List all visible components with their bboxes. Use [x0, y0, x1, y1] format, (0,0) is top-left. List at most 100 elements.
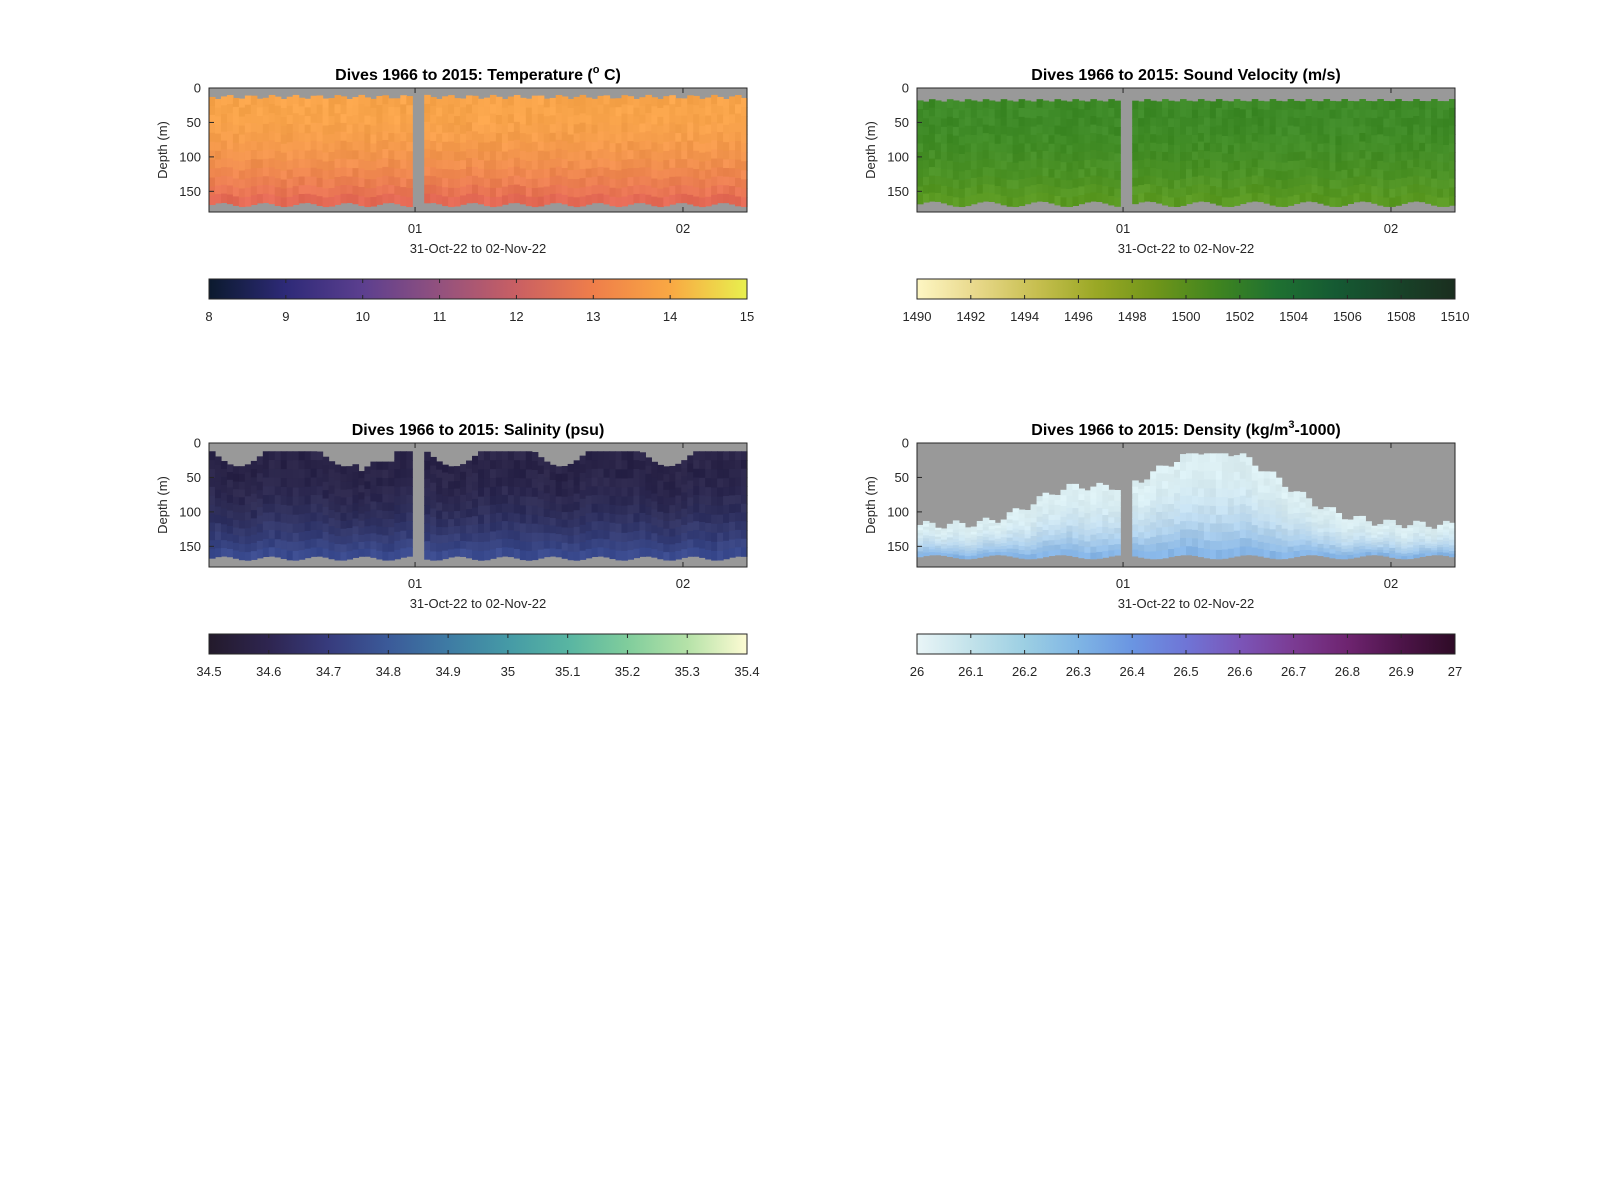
heatmap-cell [1425, 550, 1432, 554]
heatmap-cell [489, 94, 497, 105]
heatmap-cell [1221, 549, 1229, 559]
heatmap-cell [280, 513, 288, 524]
heatmap-cell [1407, 533, 1414, 537]
heatmap-cell [928, 525, 936, 529]
heatmap-cell [1054, 160, 1062, 171]
heatmap-cell [1078, 134, 1085, 145]
heatmap-cell [1347, 177, 1354, 187]
heatmap-cell [982, 141, 990, 151]
heatmap-cell [1401, 186, 1408, 196]
heatmap-cell [669, 489, 676, 498]
heatmap-cell [1395, 541, 1402, 546]
heatmap-cell [1102, 508, 1109, 516]
colorbar-tick-label: 14 [663, 309, 677, 324]
heatmap-cell [466, 149, 473, 159]
heatmap-cell [292, 122, 300, 133]
heatmap-cell [1114, 517, 1121, 524]
heatmap-cell [406, 123, 413, 134]
heatmap-cell [1269, 514, 1277, 523]
heatmap-cell [214, 159, 222, 169]
heatmap-cell [220, 158, 228, 168]
heatmap-cell [1383, 188, 1390, 199]
heatmap-cell [723, 142, 730, 152]
heatmap-cell [1419, 142, 1426, 152]
heatmap-cell [1060, 144, 1068, 154]
heatmap-cell [489, 469, 497, 479]
heatmap-cell [1203, 167, 1211, 177]
heatmap-cell [591, 124, 599, 135]
heatmap-cell [1275, 109, 1283, 120]
heatmap-cell [597, 503, 605, 513]
heatmap-cell [340, 489, 348, 499]
heatmap-cell [663, 178, 670, 189]
heatmap-cell [376, 150, 383, 160]
heatmap-cell [615, 514, 623, 525]
heatmap-cell [1269, 152, 1277, 162]
heatmap-cell [1180, 116, 1187, 127]
heatmap-cell [1036, 141, 1044, 151]
heatmap-cell [1353, 536, 1360, 541]
heatmap-cell [1413, 539, 1420, 543]
heatmap-cell [723, 487, 730, 497]
heatmap-cell [322, 548, 330, 558]
heatmap-cell [316, 495, 324, 505]
heatmap-cell [723, 185, 730, 195]
heatmap-cell [1269, 134, 1277, 144]
heatmap-cell [1209, 488, 1217, 498]
heatmap-cell [298, 150, 306, 160]
heatmap-cell [681, 468, 688, 477]
heatmap-cell [358, 122, 366, 133]
heatmap-cell [1431, 539, 1438, 543]
heatmap-cell [328, 178, 336, 189]
heatmap-cell [699, 468, 706, 479]
heatmap-cell [1269, 187, 1277, 197]
heatmap-cell [226, 479, 234, 489]
heatmap-cell [1425, 545, 1432, 549]
heatmap-cell [976, 193, 984, 203]
heatmap-cell [1000, 543, 1008, 547]
heatmap-cell [928, 536, 936, 540]
heatmap-cell [1425, 548, 1432, 552]
heatmap-cell [328, 161, 336, 171]
heatmap-cell [1431, 107, 1438, 118]
heatmap-cell [1281, 180, 1289, 190]
heatmap-cell [711, 140, 718, 151]
heatmap-cell [220, 167, 228, 177]
heatmap-cell [262, 150, 270, 160]
heatmap-cell [489, 460, 497, 470]
heatmap-cell [1371, 535, 1378, 539]
heatmap-cell [1257, 513, 1265, 522]
heatmap-cell [687, 104, 694, 115]
heatmap-cell [1347, 548, 1354, 553]
heatmap-cell [549, 517, 557, 527]
heatmap-cell [256, 124, 264, 135]
heatmap-cell [723, 496, 730, 506]
heatmap-cell [946, 151, 954, 162]
heatmap-cell [699, 495, 706, 505]
heatmap-cell [573, 96, 581, 107]
heatmap-cell [1419, 151, 1426, 161]
heatmap-cell [549, 548, 557, 557]
heatmap-cell [328, 125, 336, 135]
heatmap-cell [729, 548, 736, 558]
heatmap-cell [250, 469, 258, 478]
heatmap-cell [1395, 544, 1402, 548]
heatmap-cell [1377, 169, 1384, 180]
heatmap-cell [1018, 161, 1026, 171]
heatmap-cell [483, 550, 491, 561]
heatmap-cell [531, 132, 539, 143]
heatmap-cell [1377, 542, 1384, 546]
heatmap-cell [262, 530, 270, 540]
heatmap-cell [543, 477, 551, 486]
heatmap-cell [970, 126, 978, 136]
heatmap-cell [633, 530, 640, 541]
heatmap-cell [394, 451, 401, 461]
heatmap-cell [964, 108, 972, 118]
heatmap-cell [298, 487, 306, 497]
heatmap-cell [400, 486, 407, 496]
heatmap-cell [675, 98, 682, 108]
heatmap-cell [633, 468, 640, 479]
heatmap-cell [1371, 177, 1378, 187]
heatmap-cell [1227, 489, 1235, 499]
heatmap-cell [1383, 522, 1390, 527]
